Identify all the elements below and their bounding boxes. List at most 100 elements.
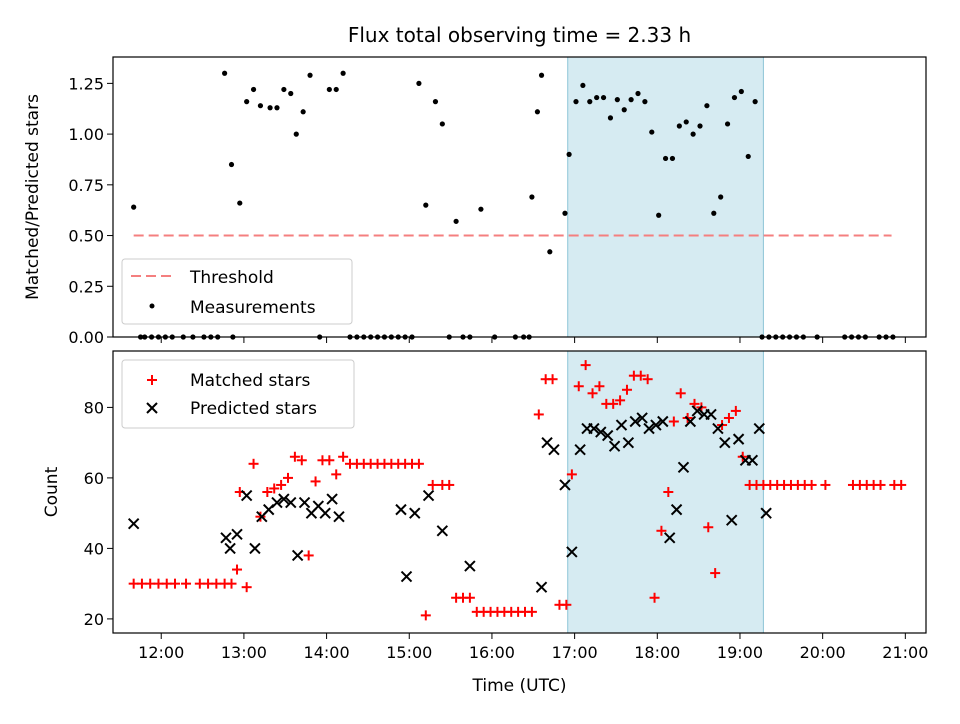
measurements-point [307,72,313,78]
predicted-stars-point [601,429,614,442]
measurements-point [281,86,287,93]
predicted-stars-point [249,542,261,555]
matched-stars-point [621,384,632,395]
count-panel: 20 40 60 80 12:00 13:00 14:00 15:00 16:00 17:00 18… [42,350,929,696]
y-tick-label: 40 [84,539,104,558]
measurements-point [628,97,634,103]
x-tick-label: 17:00 [552,643,598,662]
predicted-stars-point [588,422,600,435]
matched-stars-point [875,479,886,490]
predicted-stars-point [464,560,476,572]
matched-stars-point [656,525,667,536]
predicted-stars-point [319,507,331,519]
ratio-panel: 0.00 0.25 0.50 0.75 1.00 1.25 Matched/Predict… [23,56,927,347]
matched-stars-point [413,458,424,469]
measurements-point [131,204,137,210]
matched-stars-point [675,388,686,399]
measurements-point [416,80,422,86]
measurements-point [288,90,294,97]
matched-stars-point [547,374,558,385]
measurements-point [642,99,648,105]
measurements-point [250,86,257,93]
predicted-stars-point [548,443,560,456]
measurements-point [697,123,703,129]
predicted-stars-point [291,549,304,562]
predicted-stars-point [670,503,683,516]
matched-stars-point [806,479,817,490]
matched-stars-point [289,451,300,462]
predicted-stars-point [395,503,407,516]
measurements-point [690,131,696,137]
x-tick-label: 19:00 [717,643,763,662]
matched-stars-point [283,472,294,483]
figure-title: Flux total observing time = 2.33 h [348,23,691,47]
measurements-point [704,103,710,109]
measurements-point [228,161,235,168]
matched-stars-point [338,451,349,462]
legend-measurements-label: Measurements [190,298,316,318]
measurements-point [649,129,655,135]
y-tick-label: 0.75 [68,176,104,195]
matched-stars-point [464,592,475,603]
x-tick-label: 20:00 [800,643,846,662]
measurements-point [635,90,641,97]
measurements-point [614,97,620,103]
y-tick-label: 0.25 [68,277,104,296]
y-tick-label: 20 [84,610,104,629]
measurements-point [573,99,579,105]
predicted-stars-point [271,496,283,509]
measurements-point [534,109,541,115]
measurements-point [340,70,346,76]
measurements-point [333,86,339,93]
predicted-stars-point [691,405,703,417]
measurements-point [529,194,535,200]
ratio-panel-axes: 0.00 0.25 0.50 0.75 1.00 1.25 [68,74,906,347]
measurements-point [326,86,332,93]
legend-threshold-label: Threshold [189,268,274,288]
predicted-stars-point [725,514,738,526]
predicted-stars-point [285,496,297,509]
count-panel-axes: 20 40 60 80 12:00 13:00 14:00 15:00 16:00 17:00 18… [84,398,929,662]
predicted-stars-point [615,419,628,431]
x-tick-label: 18:00 [634,643,680,662]
predicted-stars-point [657,415,669,428]
ratio-panel-frame [112,56,927,338]
measurements-point [711,210,717,216]
matched-stars-point [444,479,455,490]
measurements-point [538,72,545,78]
measurements-point [600,94,607,101]
matched-stars-point [232,564,243,575]
matched-stars-point [269,483,280,494]
measurements-point [222,70,228,76]
measurements-point [293,131,299,137]
predicted-stars-point [400,570,413,583]
predicted-stars-point [677,461,690,474]
matched-stars-point [170,578,181,589]
predicted-stars-point [298,496,311,509]
matched-stars-point [608,398,619,409]
predicted-stars-point [732,433,745,445]
x-tick-label: 13:00 [221,643,267,662]
matched-stars-point [420,610,431,621]
matched-stars-point [896,479,907,490]
matched-stars-point [241,582,252,593]
predicted-stars-point [278,493,290,505]
legend-matched-swatch [147,375,157,385]
x-tick-label: 15:00 [386,643,432,662]
measurements-point [731,94,738,101]
count-panel-ylabel: Count [42,466,62,517]
legend-box [121,258,353,325]
matched-stars-point [310,476,321,487]
predicted-stars-point [231,528,243,541]
x-tick-label: 16:00 [469,643,515,662]
measurements-point [745,153,751,160]
predicted-stars-point [629,415,641,428]
measurements-point [580,82,586,89]
matched-stars-point [324,455,335,466]
predicted-stars-point [535,581,548,593]
matched-stars-point [635,370,646,381]
matched-stars-point [526,606,537,617]
predicted-stars-point [333,510,345,523]
predicted-stars-point [224,542,236,555]
predicted-stars-point [712,422,724,435]
